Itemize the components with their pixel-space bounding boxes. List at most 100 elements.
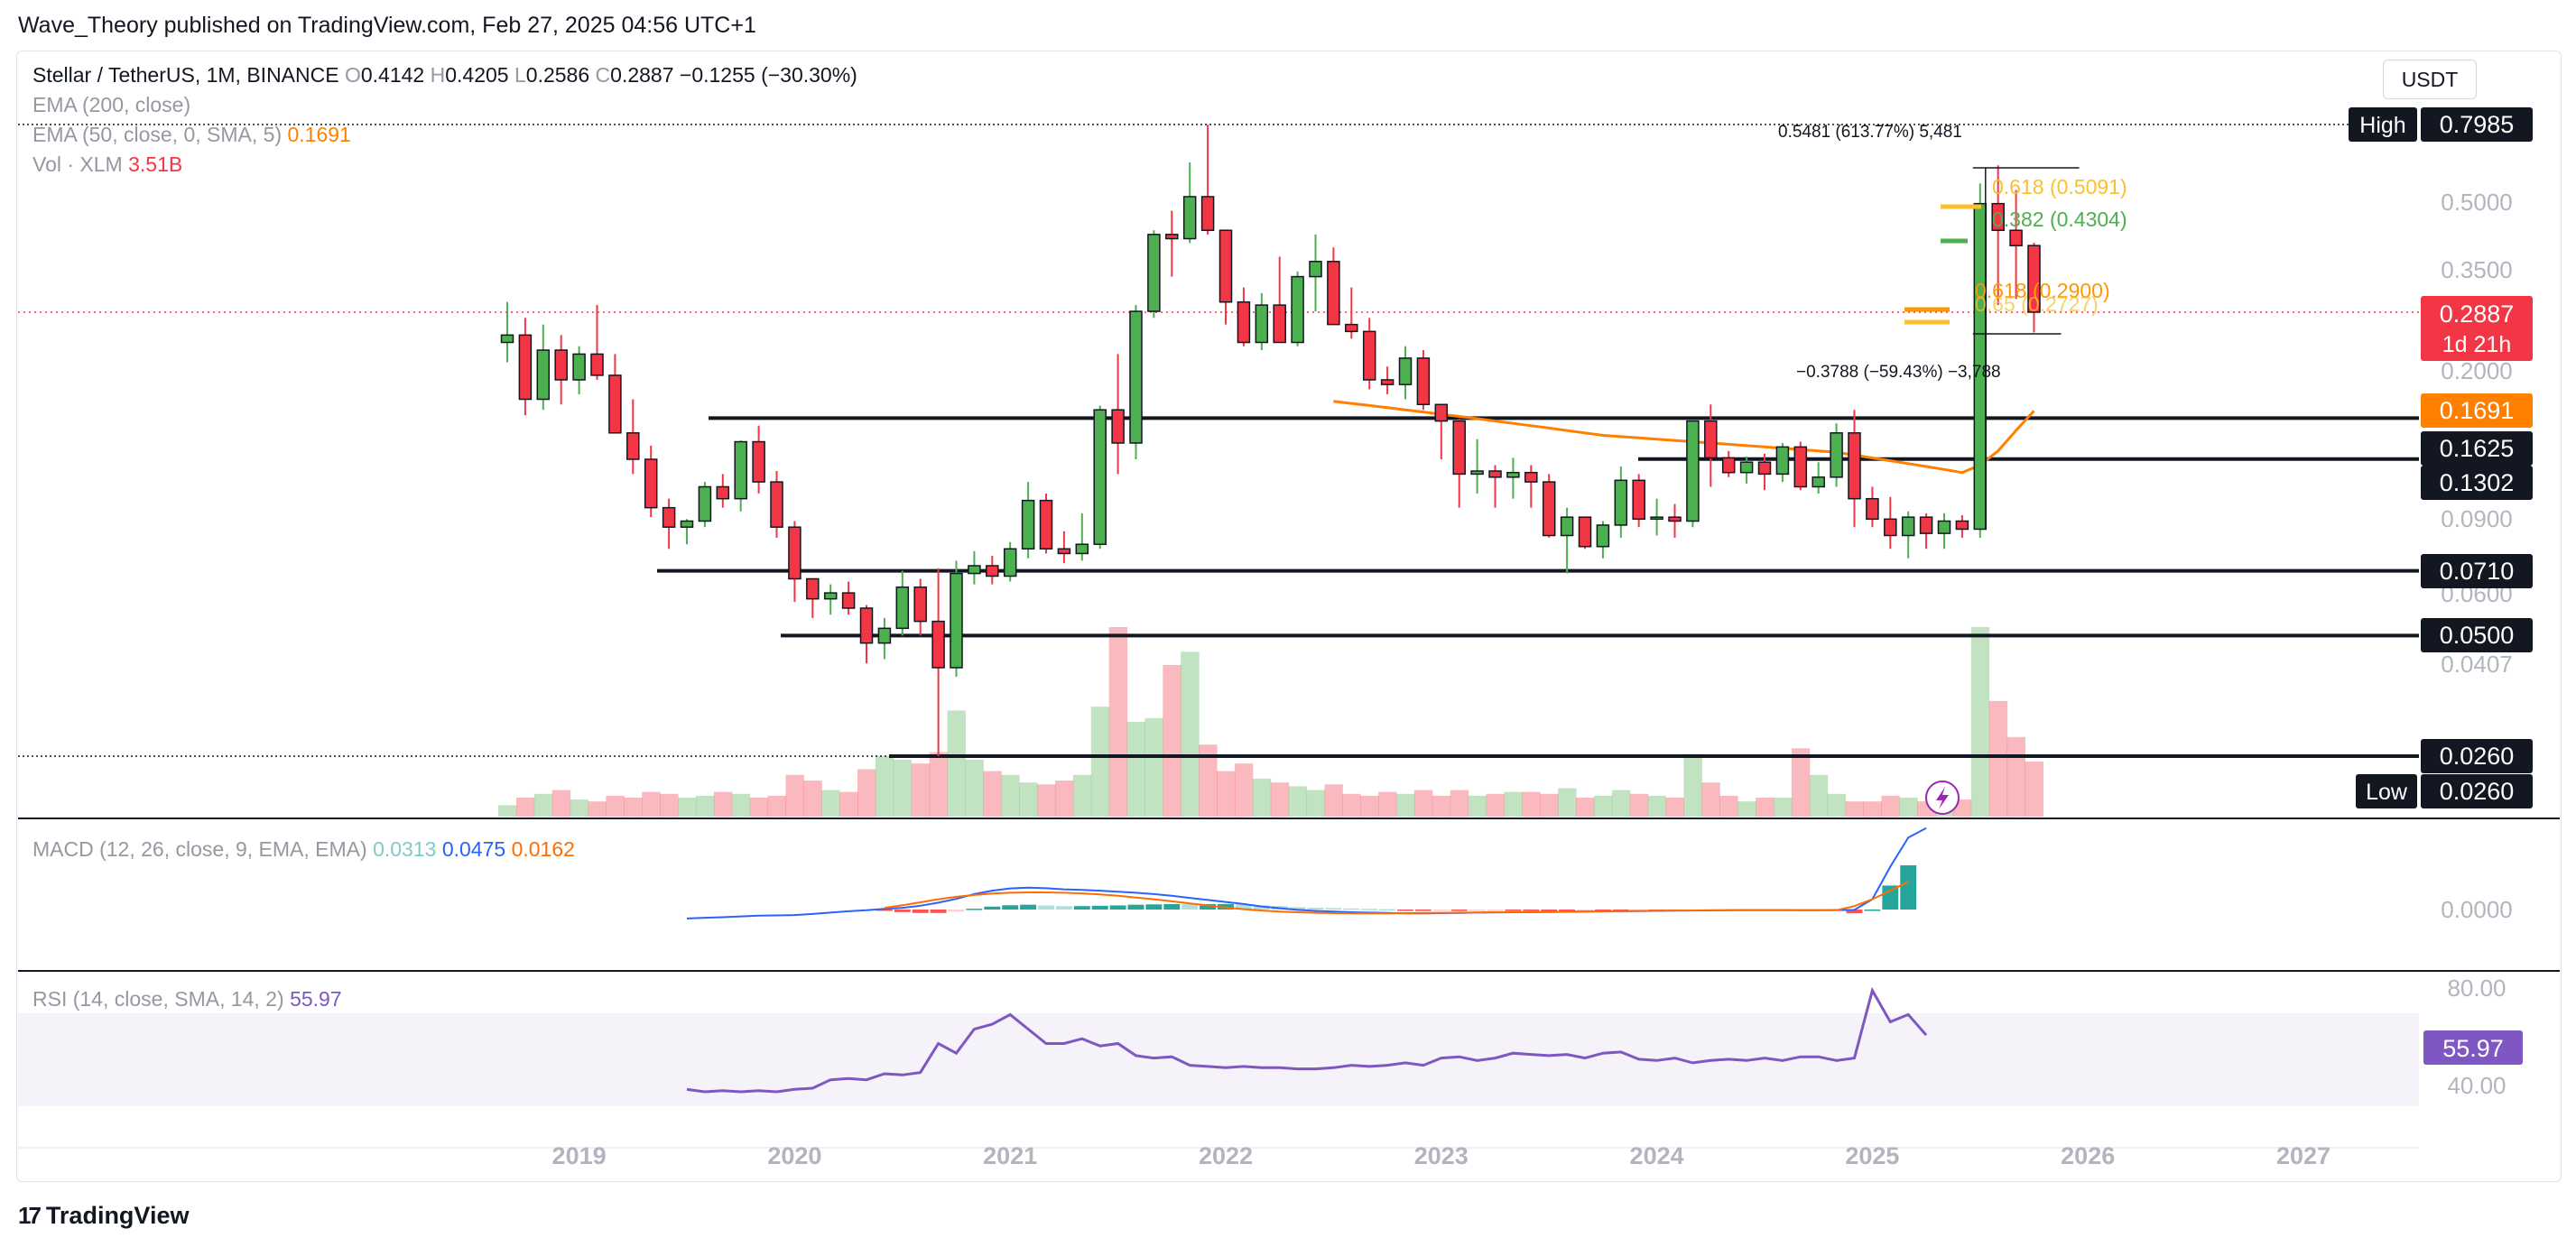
volume-histogram	[498, 627, 2043, 817]
legend-ema200[interactable]: EMA (200, close)	[32, 93, 191, 116]
macd-histogram-bar	[1289, 907, 1306, 910]
volume-bar	[1054, 781, 1074, 817]
level-tag: 0.1625	[2440, 435, 2515, 462]
legend-macd[interactable]: MACD (12, 26, close, 9, EMA, EMA) 0.0313…	[32, 837, 575, 862]
candle-body	[1273, 304, 1286, 344]
time-axis-label: 2021	[983, 1142, 1037, 1169]
volume-bar	[660, 793, 679, 817]
macd-histogram-bar	[1397, 910, 1413, 911]
candle-body	[1057, 548, 1071, 555]
tradingview-logo[interactable]: 17 TradingView	[18, 1202, 189, 1230]
candle-body	[608, 374, 622, 434]
macd-histogram-bar	[1594, 910, 1611, 911]
volume-bar	[570, 799, 589, 817]
macd-line-value: 0.0475	[441, 837, 506, 861]
macd-histogram-bar	[1541, 910, 1558, 911]
candlesticks	[500, 125, 2041, 756]
volume-bar	[498, 805, 517, 817]
volume-bar	[1827, 793, 1847, 817]
volume-bar	[1486, 793, 1505, 817]
symbol-title[interactable]: Stellar / TetherUS, 1M, BINANCE	[32, 63, 339, 87]
candle-body	[1739, 461, 1754, 474]
volume-bar	[1234, 763, 1254, 817]
legend-volume[interactable]: Vol · XLM 3.51B	[32, 152, 182, 177]
macd-label: MACD (12, 26, close, 9, EMA, EMA)	[32, 837, 367, 861]
macd-histogram-bar	[1200, 903, 1217, 910]
time-axis: 2019 2020 2021 2022 2023 2024 2025 2026 2027	[552, 1142, 2330, 1169]
volume-bar	[1199, 744, 1218, 817]
volume-bar	[1432, 795, 1451, 817]
level-tag: 0.0500	[2440, 622, 2515, 649]
close-label: C	[595, 63, 611, 87]
high-label: H	[430, 63, 446, 87]
volume-bar	[1037, 784, 1056, 817]
lightning-glyph	[1936, 787, 1949, 809]
volume-bar	[1270, 782, 1290, 817]
macd-pane	[686, 827, 1927, 919]
candle-body	[1884, 518, 1897, 537]
fib-65-label: 0.65 (0.2727)	[1975, 292, 2099, 316]
volume-bar	[1683, 753, 1702, 817]
candle-body	[1039, 499, 1053, 550]
rsi-value: 55.97	[290, 987, 342, 1011]
candle-body	[841, 592, 856, 609]
macd-histogram-bar	[1450, 910, 1468, 911]
fib-618-top-label: 0.618 (0.5091)	[1992, 175, 2127, 199]
candle-body	[1848, 432, 1861, 500]
volume-bar	[1540, 793, 1559, 817]
candle-body	[986, 565, 999, 577]
volume-bar	[1396, 793, 1415, 817]
level-tag: 0.1302	[2440, 469, 2515, 496]
macd-histogram-bar	[1487, 910, 1504, 911]
candle-body	[1488, 470, 1502, 478]
candle-body	[1955, 520, 1969, 531]
volume-bar	[1468, 795, 1487, 817]
level-tag-bg	[2421, 554, 2533, 588]
candle-body	[2009, 229, 2023, 247]
volume-bar	[642, 791, 661, 817]
rsi-axis-tick: 80.00	[2447, 975, 2506, 1002]
level-tag-bg	[2421, 739, 2533, 773]
candle-body	[518, 334, 533, 401]
volume-bar	[551, 790, 571, 817]
legend-rsi[interactable]: RSI (14, close, SMA, 14, 2) 55.97	[32, 987, 342, 1011]
last-price-bg	[2421, 296, 2533, 361]
candle-body	[877, 627, 892, 644]
volume-value: 3.51B	[128, 152, 183, 176]
ema50-label: EMA (50, close, 0, SMA, 5)	[32, 123, 283, 146]
volume-bar	[1576, 798, 1595, 817]
volume-bar	[1324, 784, 1343, 817]
volume-bar	[731, 793, 751, 817]
volume-bar	[1522, 791, 1541, 817]
candle-body	[1919, 516, 1933, 534]
open-label: O	[344, 63, 361, 87]
volume-bar	[1306, 790, 1325, 817]
currency-button[interactable]: USDT	[2383, 60, 2477, 99]
candle-body	[1237, 300, 1251, 344]
legend-ema50[interactable]: EMA (50, close, 0, SMA, 5) 0.1691	[32, 123, 351, 147]
candle-body	[698, 485, 712, 522]
tradingview-mark-icon: 17	[18, 1202, 42, 1229]
candle-body	[752, 440, 765, 483]
volume-bar	[1773, 798, 1793, 817]
level-tag: 0.0260	[2440, 743, 2515, 770]
price-axis-tick: 0.3500	[2441, 256, 2513, 283]
macd-histogram-bar	[1900, 864, 1917, 910]
volume-bar	[1593, 795, 1613, 817]
volume-bar	[1611, 790, 1631, 817]
volume-bar	[713, 791, 733, 817]
low-label: L	[514, 63, 526, 87]
open-value: 0.4142	[360, 63, 425, 87]
volume-bar	[857, 769, 876, 817]
level-tag: 0.0710	[2440, 558, 2515, 585]
time-axis-label: 2019	[552, 1142, 607, 1169]
macd-histogram-bar	[1469, 910, 1486, 911]
macd-histogram-bar	[1325, 908, 1342, 910]
rsi-value-tag: 55.97	[2442, 1035, 2504, 1062]
volume-bar	[1504, 791, 1523, 817]
candle-body	[716, 485, 730, 500]
countdown-tag: 1d 21h	[2442, 332, 2511, 357]
candle-body	[1003, 548, 1017, 577]
candle-body	[1901, 516, 1915, 537]
